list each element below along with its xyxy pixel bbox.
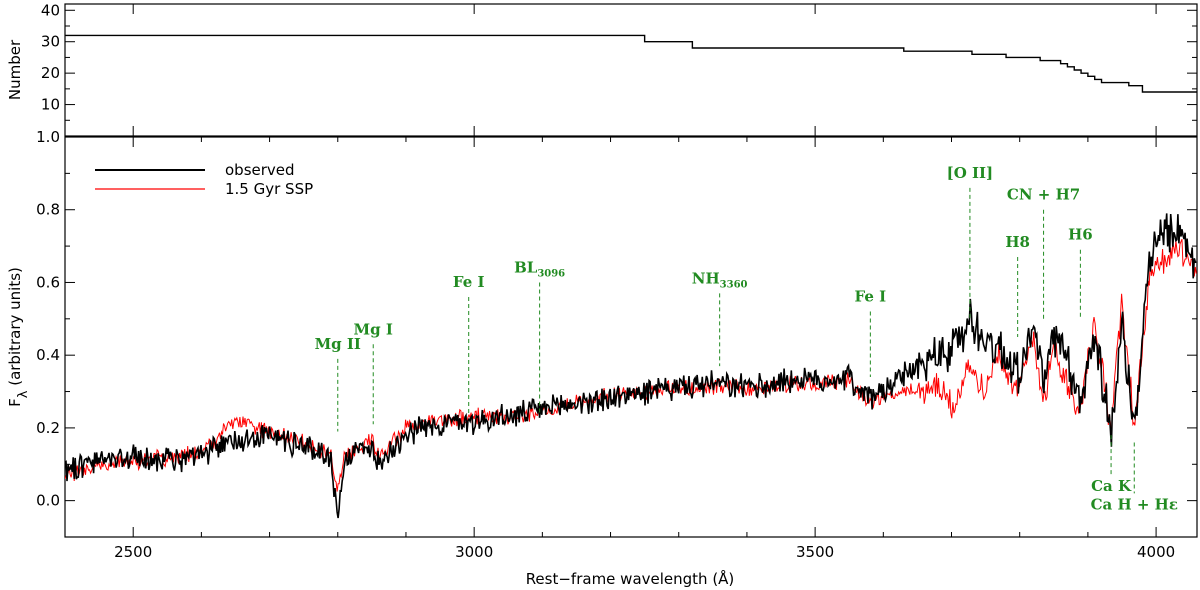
legend-label: observed [225, 161, 295, 179]
series-observed-line [65, 213, 1197, 519]
top-y-tick-label: 20 [41, 64, 60, 82]
annotation-label: Ca H + Hε [1091, 495, 1178, 513]
annotation-label: Mg I [354, 320, 393, 338]
legend-label: 1.5 Gyr SSP [225, 180, 313, 198]
top-panel-number: 10 20 30 40 Number [6, 1, 1198, 137]
annotation-label: H6 [1068, 226, 1093, 244]
annotation-label: NH3360 [692, 269, 748, 290]
annotation-label: CN + H7 [1007, 186, 1080, 204]
top-panel-frame [64, 3, 1198, 137]
annotation-label: Mg II [315, 335, 361, 353]
y-tick-label: 1.0 [36, 128, 60, 146]
y-tick-label: 0.0 [36, 492, 60, 510]
annotation-label: Fe I [453, 273, 485, 291]
annotation-label: H8 [1005, 233, 1030, 251]
bottom-panel-frame [64, 136, 1198, 538]
x-axis-label: Rest−frame wavelength (Å) [526, 569, 735, 588]
x-tick-label: 3500 [796, 543, 834, 561]
annotation-label: [O II] [947, 164, 994, 182]
annotation-label: Fe I [855, 288, 887, 306]
bottom-panel-spectrum: 0.0 0.2 0.4 0.6 0.8 1.0 2500 3000 3500 4000 Mg IIM… [6, 128, 1198, 561]
y-tick-label: 0.4 [36, 346, 60, 364]
x-tick-label: 2500 [114, 543, 152, 561]
top-y-tick-label: 10 [41, 96, 60, 114]
top-y-tick-label: 40 [41, 1, 60, 19]
top-y-tick-label: 30 [41, 33, 60, 51]
x-tick-label: 4000 [1137, 543, 1175, 561]
y-tick-label: 0.6 [36, 273, 60, 291]
top-y-axis-label: Number [6, 39, 24, 100]
y-tick-label: 0.8 [36, 201, 60, 219]
y-axis-label: Fλ (arbitrary units) [6, 267, 31, 407]
y-tick-label: 0.2 [36, 419, 60, 437]
series-ssp-line [65, 239, 1197, 492]
annotation-label: Ca K [1091, 477, 1132, 495]
top-step-line [65, 34, 1197, 93]
annotation-label: BL3096 [514, 258, 565, 279]
x-tick-label: 3000 [455, 543, 493, 561]
